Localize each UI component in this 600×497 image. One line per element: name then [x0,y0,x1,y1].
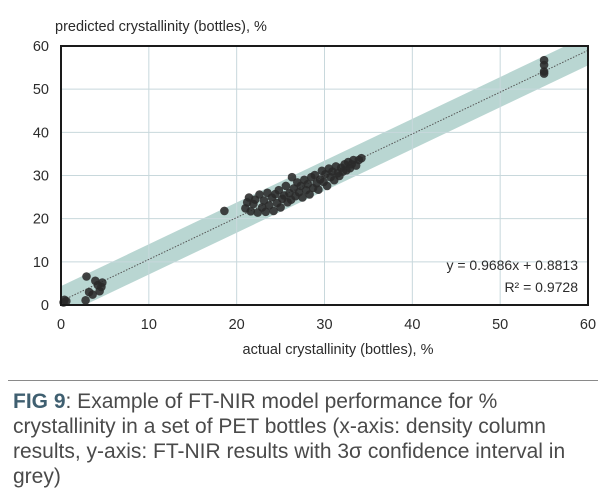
data-point [274,185,284,195]
data-point [98,278,107,287]
y-tick-label: 60 [33,39,49,55]
x-tick-label: 40 [404,317,420,333]
x-tick-label: 0 [57,317,65,333]
x-tick-label: 60 [580,317,596,333]
y-tick-label: 40 [33,125,49,141]
caption-divider [8,380,598,381]
data-point [269,206,278,216]
regression-equation: y = 0.9686x + 0.8813 [446,257,578,273]
x-tick-label: 10 [141,317,157,333]
data-point [62,296,71,306]
data-point [220,206,229,216]
data-point [276,203,285,212]
data-point [261,207,271,217]
tick-labels-layer: 0 10 20 30 40 50 60 0 10 20 30 40 50 60 [33,39,596,333]
data-point [281,181,291,191]
data-point [357,153,366,163]
figure-caption: FIG 9: Example of FT-NIR model performan… [13,389,593,489]
figure-label: FIG 9 [13,390,66,413]
x-axis-title: actual crystallinity (bottles), % [243,342,434,358]
data-point [287,172,297,182]
x-tick-label: 50 [492,317,508,333]
data-point [88,290,97,299]
y-tick-label: 0 [41,298,49,314]
data-point [305,190,314,199]
y-tick-label: 50 [33,82,49,98]
y-tick-label: 20 [33,212,49,228]
data-point [298,193,307,202]
data-point [255,190,264,199]
y-tick-label: 10 [33,255,49,271]
x-tick-label: 30 [316,317,332,333]
r-squared-label: R² = 0.9728 [504,279,578,295]
y-axis-title: predicted crystallinity (bottles), % [55,19,267,35]
caption-text: : Example of FT-NIR model performance fo… [13,390,566,488]
data-point [246,207,255,216]
data-point [81,296,90,305]
data-point [539,55,549,65]
y-tick-label: 30 [33,169,49,185]
plot-frame [60,45,589,306]
data-point [82,272,91,281]
data-point [322,181,332,191]
data-point [314,185,323,194]
data-point [539,67,549,76]
x-tick-label: 20 [229,317,245,333]
scatter-chart: predicted crystallinity (bottles), % 0 10… [33,19,596,358]
